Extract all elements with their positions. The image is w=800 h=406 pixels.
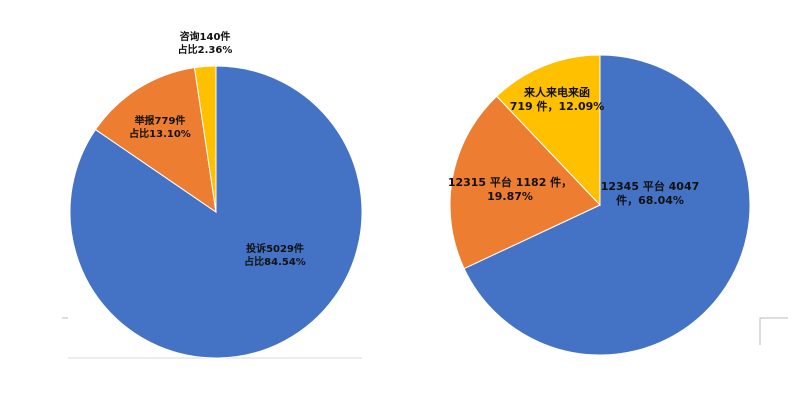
pie-slice — [94, 67, 217, 214]
data-label-line: 举报779件 — [134, 114, 186, 127]
data-label-line: 件，68.04% — [616, 193, 684, 207]
pie-slice — [193, 65, 217, 213]
data-label-line: 19.87% — [487, 190, 533, 203]
data-label-line: 占比84.54% — [244, 255, 306, 268]
data-label: 举报779件占比13.10% — [129, 114, 191, 140]
data-label: 咨询140件占比2.36% — [178, 30, 233, 56]
corner-mark — [759, 317, 788, 345]
data-label-line: 咨询140件 — [180, 30, 231, 43]
data-label-line: 占比2.36% — [178, 43, 233, 56]
data-label: 12345 平台 4047 件，68.04% — [601, 179, 700, 207]
data-label: 来人来电来函 719 件，12.09% — [510, 85, 605, 113]
data-label-line: 719 件，12.09% — [510, 99, 605, 113]
data-label-line: 12315 平台 1182 件， — [448, 175, 572, 189]
data-label: 12315 平台 1182 件， 19.87% — [448, 175, 572, 203]
data-label-line: 12345 平台 4047 — [601, 179, 700, 193]
pie-slice — [496, 54, 601, 207]
data-label-line: 来人来电来函 — [523, 85, 590, 99]
data-label: 投诉5029件占比84.54% — [244, 242, 306, 268]
pie-slice — [463, 54, 751, 356]
data-label-line: 占比13.10% — [129, 127, 191, 140]
data-label-line: 投诉5029件 — [246, 242, 304, 255]
pie-slice — [449, 95, 601, 270]
